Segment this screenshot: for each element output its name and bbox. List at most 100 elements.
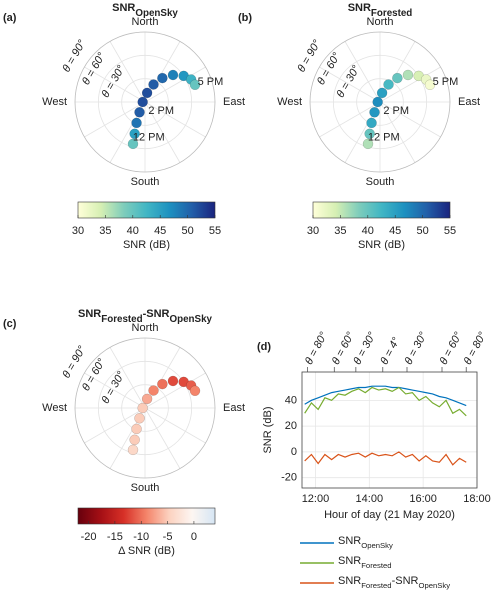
track-point <box>131 117 142 129</box>
ring <box>121 384 169 432</box>
x-axis-label: Hour of day (21 May 2020) <box>324 509 455 521</box>
radial-line <box>379 66 441 103</box>
colorbar-tick-label: 45 <box>154 225 166 237</box>
track-point <box>131 423 142 435</box>
radial-line <box>144 66 206 103</box>
track-point <box>376 87 388 99</box>
track-point <box>157 72 168 84</box>
chart-title: SNRForested-SNROpenSky <box>78 308 213 325</box>
top-tick-label: θ = 30° <box>403 330 430 367</box>
legend-label-part: SNR <box>338 575 361 587</box>
colorbar <box>77 507 216 525</box>
colorbar-tick-label: -20 <box>81 531 97 543</box>
radial-line <box>144 101 181 163</box>
time-label: 12 PM <box>368 131 400 143</box>
colorbar-tick-label: 40 <box>127 225 139 237</box>
colorbar-tick-label: 50 <box>181 225 193 237</box>
x-tick-label: 18:00 <box>463 493 491 505</box>
colorbar <box>77 201 216 219</box>
time-label: 2 PM <box>148 105 174 117</box>
ring <box>74 31 216 173</box>
ring <box>97 54 193 150</box>
chart-title-part: SNR <box>112 2 135 14</box>
direction-label: South <box>366 176 395 188</box>
track-point <box>127 138 139 150</box>
track-point <box>148 385 159 396</box>
y-axis-label: SNR (dB) <box>262 406 274 453</box>
colorbar-tick-label: -5 <box>163 531 173 543</box>
ring-label: θ = 60° <box>315 50 343 87</box>
legend-label-part: SNR <box>338 535 361 547</box>
track-point <box>134 413 145 424</box>
track-point <box>424 79 436 91</box>
track-point <box>189 385 201 397</box>
radial-line <box>84 66 146 103</box>
time-label: 12 PM <box>133 131 165 143</box>
direction-label: North <box>132 16 159 28</box>
chart-title-part: SNR <box>348 2 371 14</box>
track-point <box>127 444 139 456</box>
colorbar <box>312 201 451 219</box>
chart-title: SNROpenSky <box>112 2 178 19</box>
legend-label-part: -SNR <box>392 575 419 587</box>
direction-label: East <box>223 96 245 108</box>
top-tick-label: θ = 80° <box>303 330 330 367</box>
ring-label: θ = 90° <box>295 37 323 74</box>
colorbar-label: SNR (dB) <box>358 239 405 251</box>
radial-line <box>109 41 146 103</box>
track-point <box>372 96 383 108</box>
colorbar-tick-label: 50 <box>416 225 428 237</box>
ring-label: θ = 30° <box>100 63 128 100</box>
direction-label: North <box>132 322 159 334</box>
top-tick-label: θ = 4° <box>378 335 403 367</box>
track-point <box>167 375 179 387</box>
colorbar-label: Δ SNR (dB) <box>118 545 175 557</box>
radial-line <box>144 407 181 469</box>
colorbar-tick-label: 0 <box>191 531 197 543</box>
radial-line <box>379 101 441 138</box>
track-point <box>134 107 145 118</box>
track-point <box>362 138 374 150</box>
chart-title-part: Forested <box>371 8 412 19</box>
radial-line <box>319 66 381 103</box>
colorbar-tick-label: 55 <box>209 225 221 237</box>
time-label: 5 PM <box>433 76 459 88</box>
radial-line <box>84 101 146 138</box>
y-tick-label: 0 <box>291 446 297 458</box>
track-point <box>392 72 403 84</box>
chart-title-part: OpenSky <box>170 314 213 325</box>
track-point <box>383 79 394 90</box>
series-line <box>304 451 467 466</box>
track-point <box>141 87 153 99</box>
track-point <box>148 79 159 90</box>
ring-label: θ = 90° <box>60 343 88 380</box>
track-point <box>137 402 148 414</box>
ring <box>74 337 216 479</box>
direction-label: West <box>42 96 67 108</box>
radial-line <box>344 41 381 103</box>
legend-label: SNRForested-SNROpenSky <box>338 575 450 590</box>
legend-label: SNRForested <box>338 555 392 570</box>
direction-label: West <box>277 96 302 108</box>
direction-label: West <box>42 402 67 414</box>
direction-label: East <box>458 96 480 108</box>
plot-frame <box>301 371 478 489</box>
time-label: 2 PM <box>383 105 409 117</box>
ring <box>97 360 193 456</box>
panel-label: (c) <box>3 318 17 330</box>
colorbar-tick-label: 30 <box>307 225 319 237</box>
top-tick-label: θ = 80° <box>462 330 489 367</box>
time-label: 5 PM <box>198 76 224 88</box>
legend-label: SNROpenSky <box>338 535 393 550</box>
series-line <box>304 385 467 407</box>
legend-label-part: OpenSky <box>418 581 450 590</box>
colorbar-tick-label: -10 <box>133 531 149 543</box>
ring-label: θ = 60° <box>80 356 108 393</box>
panel-label: (d) <box>257 341 271 353</box>
colorbar-label: SNR (dB) <box>123 239 170 251</box>
colorbar-tick-label: 30 <box>72 225 84 237</box>
radial-line <box>84 372 146 409</box>
colorbar-tick-label: 35 <box>99 225 111 237</box>
radial-line <box>379 101 416 163</box>
legend-label-part: Forested <box>361 561 391 570</box>
